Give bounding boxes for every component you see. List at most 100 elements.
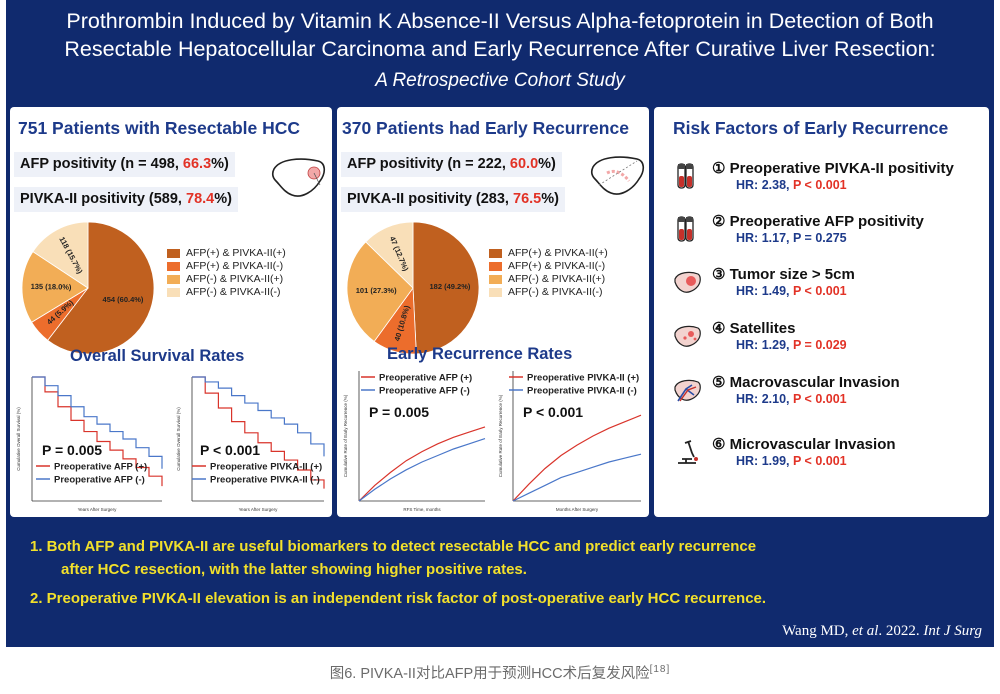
legend-entry: AFP(-) & PIVKA-II(+) — [167, 273, 286, 286]
legend-swatch — [167, 274, 180, 284]
panel1-pivka-positivity: PIVKA-II positivity (589, 78.4%) — [14, 187, 238, 212]
poster-frame: Prothrombin Induced by Vitamin K Absence… — [6, 0, 994, 647]
liver-recurrence-icon — [590, 156, 645, 195]
legend-label: AFP(-) & PIVKA-II(-) — [186, 286, 281, 298]
y-axis-label: Cumulative Overall Survival (%) — [176, 407, 181, 471]
panel-early-recurrence: 370 Patients had Early Recurrence AFP po… — [337, 107, 649, 517]
legend-entry: AFP(-) & PIVKA-II(-) — [167, 286, 286, 299]
pie2-legend: AFP(+) & PIVKA-II(+) AFP(+) & PIVKA-II(-… — [489, 247, 608, 299]
x-axis-label: Months After Surgery — [556, 507, 599, 512]
recurrence-chart-pivka: Cumulative Rate of Early Recurrence (%) M… — [498, 371, 642, 512]
series-line — [512, 414, 642, 502]
legend-entry: AFP(+) & PIVKA-II(-) — [489, 260, 608, 273]
y-axis-label: Cumulative Rate of Early Recurrence (%) — [343, 394, 348, 477]
legend-label: Preoperative PIVKA-II (+) — [210, 462, 322, 473]
liver-illustration-icon — [271, 158, 326, 197]
hazard-ratio: HR: 2.10, — [736, 392, 793, 406]
legend-swatch — [489, 248, 502, 258]
legend-swatch — [167, 261, 180, 271]
legend-label: AFP(-) & PIVKA-II(+) — [186, 273, 284, 285]
pie1-legend: AFP(+) & PIVKA-II(+) AFP(+) & PIVKA-II(-… — [167, 247, 286, 299]
pie-slice — [32, 221, 89, 289]
risk-factor-name: ② Preoperative AFP positivity — [712, 213, 924, 230]
panel2-afp-positivity: AFP positivity (n = 222, 60.0%) — [341, 152, 562, 177]
panel2-pivka-pct: 76.5 — [513, 191, 542, 207]
y-axis-label: Cumulative Overall Survival (%) — [16, 407, 21, 471]
risk-factor-item: ① Preoperative PIVKA-II positivity HR: 2.… — [712, 159, 954, 192]
pie-data-label: 454 (60.4%) — [103, 295, 144, 304]
pie-slice — [346, 241, 414, 342]
panel2-pivka-end: %) — [541, 191, 559, 207]
legend-swatch — [489, 274, 502, 284]
p-value-annotation: P < 0.001 — [523, 404, 583, 420]
early-recurrence-title: Early Recurrence Rates — [387, 345, 573, 363]
risk-factor-item: ④ Satellites HR: 1.29, P = 0.029 — [712, 319, 847, 352]
p-value: P = 0.275 — [792, 231, 847, 245]
pie-slice — [365, 221, 414, 289]
legend-label: Preoperative AFP (-) — [54, 475, 145, 486]
citation-year: . 2022. — [878, 623, 924, 639]
p-value: P < 0.001 — [792, 454, 847, 468]
legend-label: AFP(+) & PIVKA-II(+) — [508, 247, 608, 259]
microscope-icon — [678, 440, 698, 464]
risk-factor-item: ⑤ Macrovascular Invasion HR: 2.10, P < 0.… — [712, 373, 900, 406]
risk-factor-name: ④ Satellites — [712, 320, 796, 337]
panel1-afp-text: AFP positivity (n = 498, — [20, 156, 183, 172]
citation: Wang MD, et al. 2022. Int J Surg — [782, 623, 982, 640]
legend-label: AFP(+) & PIVKA-II(-) — [186, 260, 284, 272]
series-line — [32, 376, 163, 487]
liver-vessel-icon — [674, 379, 701, 402]
legend-label: Preoperative AFP (-) — [379, 386, 470, 397]
legend-swatch — [489, 287, 502, 297]
risk-factor-name: ⑤ Macrovascular Invasion — [712, 374, 900, 391]
risk-factor-item: ⑥ Microvascular Invasion HR: 1.99, P < 0.… — [712, 435, 896, 468]
hazard-ratio: HR: 2.38, — [736, 178, 793, 192]
panel2-title: 370 Patients had Early Recurrence — [342, 118, 629, 138]
series-line — [32, 376, 163, 469]
pie-data-label: 101 (27.3%) — [356, 286, 397, 295]
risk-factor-item: ② Preoperative AFP positivity HR: 1.17, P… — [712, 212, 924, 245]
panel2-afp-end: %) — [538, 156, 556, 172]
legend-entry: AFP(-) & PIVKA-II(+) — [489, 273, 608, 286]
km-chart-afp: Cumulative Overall Survival (%) Years Aft… — [16, 376, 163, 512]
hazard-ratio: HR: 1.29, — [736, 338, 793, 352]
legend-swatch — [167, 287, 180, 297]
conclusion-1a: 1. Both AFP and PIVKA-II are useful biom… — [30, 538, 757, 555]
risk-factor-hr: HR: 2.10, P < 0.001 — [736, 392, 900, 406]
citation-author: Wang MD, — [782, 623, 853, 639]
legend-label: Preoperative PIVKA-II (-) — [527, 386, 637, 397]
pie-chart-recurrence: 182 (49.2%)40 (10.8%)101 (27.3%)47 (12.7… — [346, 221, 480, 355]
citation-etal: et al — [852, 623, 879, 639]
panel2-pivka-positivity: PIVKA-II positivity (283, 76.5%) — [341, 187, 565, 212]
y-axis-label: Cumulative Rate of Early Recurrence (%) — [498, 394, 503, 477]
pie-slice — [412, 221, 480, 355]
panel1-afp-positivity: AFP positivity (n = 498, 66.3%) — [14, 152, 235, 177]
legend-label: AFP(+) & PIVKA-II(+) — [186, 247, 286, 259]
legend-label: Preoperative PIVKA-II (+) — [527, 373, 639, 384]
p-value: P < 0.001 — [792, 284, 847, 298]
risk-title: Risk Factors of Early Recurrence — [673, 118, 949, 138]
km-chart-pivka: Cumulative Overall Survival (%) Years Aft… — [176, 376, 325, 512]
x-axis-label: RFS Time, months — [403, 507, 441, 512]
series-line — [192, 376, 325, 489]
legend-label: AFP(-) & PIVKA-II(-) — [508, 286, 603, 298]
legend-label: AFP(-) & PIVKA-II(+) — [508, 273, 606, 285]
hazard-ratio: HR: 1.99, — [736, 454, 793, 468]
citation-journal: Int J Surg — [923, 623, 982, 639]
series-line — [512, 453, 642, 502]
panel1-pivka-pct: 78.4 — [186, 191, 215, 207]
p-value-annotation: P = 0.005 — [369, 404, 429, 420]
legend-label: AFP(+) & PIVKA-II(-) — [508, 260, 606, 272]
p-value: P = 0.029 — [792, 338, 847, 352]
risk-factor-name: ① Preoperative PIVKA-II positivity — [712, 160, 954, 177]
panel-risk-factors: Risk Factors of Early Recurrence ① Preop… — [654, 107, 989, 517]
panel1-pivka-text: PIVKA-II positivity (589, — [20, 191, 186, 207]
liver-satellites-icon — [674, 325, 701, 347]
risk-factor-name: ⑥ Microvascular Invasion — [712, 436, 896, 453]
panel2-pivka-text: PIVKA-II positivity (283, — [347, 191, 513, 207]
panel2-afp-text: AFP positivity (n = 222, — [347, 156, 510, 172]
pie-data-label: 135 (18.0%) — [31, 282, 73, 292]
series-line — [358, 438, 486, 502]
series-line — [358, 426, 486, 502]
caption-reference[interactable]: [18] — [649, 664, 671, 676]
